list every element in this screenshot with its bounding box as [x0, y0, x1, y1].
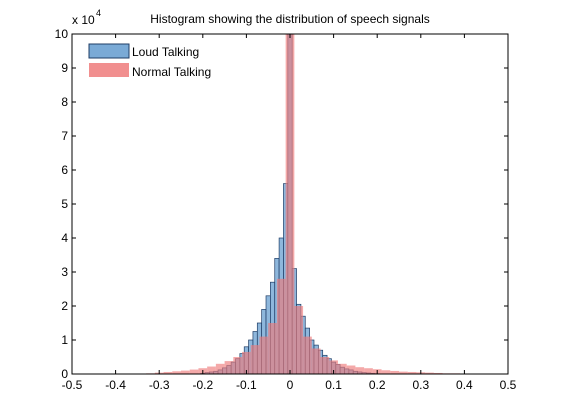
- bar-normal-talking: [163, 371, 173, 374]
- y-tick-label: 9: [61, 61, 68, 75]
- bar-normal-talking: [250, 345, 260, 374]
- bar-normal-talking: [364, 368, 373, 374]
- bar-normal-talking: [268, 323, 277, 374]
- series-normal-talking: [146, 34, 469, 374]
- bar-normal-talking: [215, 363, 225, 374]
- y-tick-label: 4: [61, 231, 68, 245]
- legend-swatch-normal: [89, 63, 129, 77]
- x-tick-label: 0.4: [456, 378, 473, 392]
- y-tick-label: 3: [61, 265, 68, 279]
- bar-normal-talking: [320, 357, 330, 374]
- bar-normal-talking: [355, 367, 365, 374]
- bar-normal-talking: [224, 361, 234, 374]
- x-tick-label: 0: [287, 378, 294, 392]
- y-tick-label: 2: [61, 299, 68, 313]
- x-axis: -0.5 -0.4 -0.3 -0.2 -0.1 0 0.1 0.2 0.3 0.4 0.5: [62, 34, 517, 392]
- x-tick-label: 0.5: [500, 378, 517, 392]
- bar-normal-talking: [172, 371, 181, 374]
- bar-normal-talking: [242, 351, 251, 374]
- x-tick-label: -0.4: [105, 378, 126, 392]
- bar-normal-talking: [425, 372, 434, 374]
- bar-normal-talking: [189, 369, 199, 374]
- y-tick-label: 10: [55, 27, 69, 41]
- y-multiplier-exponent: 4: [96, 8, 101, 18]
- bar-normal-talking: [233, 357, 243, 374]
- bar-normal-talking: [381, 370, 391, 374]
- x-tick-label: -0.3: [149, 378, 170, 392]
- bar-normal-talking: [329, 360, 338, 374]
- bar-normal-talking: [346, 365, 356, 374]
- x-tick-label: 0.1: [325, 378, 342, 392]
- x-tick-label: -0.2: [192, 378, 213, 392]
- y-tick-label: 1: [61, 333, 68, 347]
- x-tick-label: 0.2: [369, 378, 386, 392]
- bar-normal-talking: [390, 370, 399, 374]
- y-tick-label: 7: [61, 129, 68, 143]
- legend-swatch-loud: [88, 43, 130, 59]
- plot-frame: [71, 33, 509, 375]
- bar-normal-talking: [407, 371, 417, 374]
- legend-label-normal: Normal Talking: [132, 65, 211, 79]
- bar-normal-talking: [276, 278, 286, 374]
- x-tick-label: -0.1: [236, 378, 257, 392]
- bar-normal-talking: [303, 336, 312, 374]
- bar-normal-talking: [311, 348, 321, 374]
- bar-normal-talking: [181, 370, 190, 374]
- bar-normal-talking: [259, 336, 269, 374]
- bar-normal-talking: [285, 34, 295, 374]
- bar-normal-talking: [399, 371, 408, 374]
- chart-title: Histogram showing the distribution of sp…: [150, 12, 429, 26]
- x-tick-label: 0.3: [412, 378, 429, 392]
- legend-label-loud: Loud Talking: [132, 45, 199, 59]
- y-tick-label: 8: [61, 95, 68, 109]
- y-tick-label: 5: [61, 197, 68, 211]
- y-tick-label: 6: [61, 163, 68, 177]
- bar-normal-talking: [294, 306, 304, 374]
- y-multiplier-label: x 10: [72, 13, 95, 27]
- legend: Loud Talking Normal Talking: [88, 43, 211, 79]
- y-tick-label: 0: [61, 367, 68, 381]
- bar-normal-talking: [207, 366, 216, 374]
- bar-normal-talking: [433, 372, 443, 374]
- x-tick-label: -0.5: [62, 378, 83, 392]
- bar-normal-talking: [337, 363, 347, 374]
